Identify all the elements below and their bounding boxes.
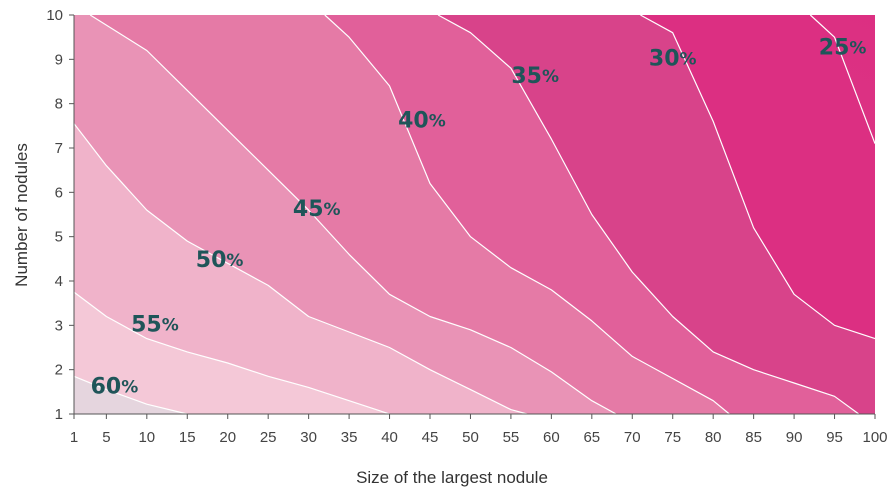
x-tick-label: 20 [219, 429, 236, 446]
contour-line-40 [324, 14, 730, 415]
x-axis-label: Size of the largest nodule [356, 468, 548, 487]
contour-label-45: 45% [293, 197, 341, 222]
y-tick-label: 5 [55, 229, 63, 246]
contour-line-35 [437, 14, 860, 415]
contour-label-55: 55% [131, 312, 179, 337]
x-tick-label: 100 [862, 429, 887, 446]
contour-label-30: 30% [649, 46, 697, 71]
y-tick-label: 3 [55, 317, 63, 334]
y-tick-label: 6 [55, 184, 63, 201]
region-60 [74, 376, 188, 414]
x-tick-label: 5 [102, 429, 110, 446]
y-tick-label: 10 [46, 7, 63, 24]
region-50 [74, 123, 528, 414]
x-tick-label: 1 [70, 429, 78, 446]
x-tick-label: 45 [422, 429, 439, 446]
x-tick-label: 85 [745, 429, 762, 446]
contour-line-55 [73, 291, 390, 415]
x-tick-label: 70 [624, 429, 641, 446]
x-tick-label: 15 [179, 429, 196, 446]
contour-label-50: 50% [196, 248, 244, 273]
contour-line-45 [89, 14, 617, 415]
contour-line-50 [73, 123, 528, 415]
contour-regions [74, 15, 875, 414]
y-tick-label: 9 [55, 51, 63, 68]
axes: 1 5 10 15 20 25 30 35 40 45 50 55 60 65 70 75 80 85 90 95 10… [46, 7, 887, 446]
x-tick-label: 80 [705, 429, 722, 446]
x-tick-label: 10 [138, 429, 155, 446]
y-tick-label: 1 [55, 406, 63, 423]
y-tick-label: 4 [55, 273, 63, 290]
contour-line-30 [640, 14, 876, 340]
contour-label-35: 35% [511, 64, 559, 89]
x-tick-label: 90 [786, 429, 803, 446]
x-tick-label: 30 [300, 429, 317, 446]
contour-line-25 [809, 14, 876, 144]
x-tick-label: 65 [583, 429, 600, 446]
x-tick-label: 95 [826, 429, 843, 446]
y-axis-label: Number of nodules [12, 143, 31, 287]
x-tick-label: 60 [543, 429, 560, 446]
x-tick-label: 75 [664, 429, 681, 446]
contour-label-40: 40% [398, 108, 446, 133]
y-tick-label: 2 [55, 362, 63, 379]
y-tick-label: 8 [55, 96, 63, 113]
x-tick-label: 25 [260, 429, 277, 446]
x-tick-label: 35 [341, 429, 358, 446]
region-55 [74, 292, 390, 414]
x-tick-label: 55 [503, 429, 520, 446]
contour-labels: 60% 55% 50% 45% 40% 35% 30% 25% [91, 35, 867, 399]
contour-lines [73, 14, 876, 415]
y-tick-label: 7 [55, 140, 63, 157]
contour-line-60 [73, 375, 188, 415]
x-tick-label: 40 [381, 429, 398, 446]
contour-label-25: 25% [819, 35, 867, 60]
contour-label-60: 60% [91, 374, 139, 399]
x-tick-label: 50 [462, 429, 479, 446]
